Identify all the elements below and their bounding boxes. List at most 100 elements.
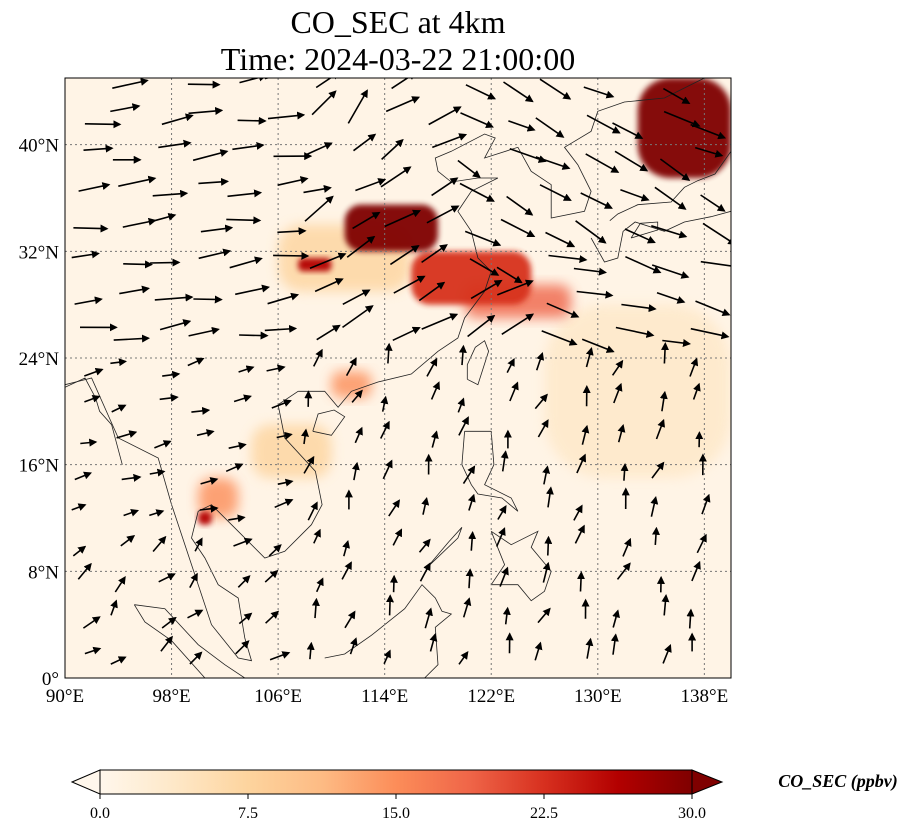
wind-arrow — [154, 293, 194, 302]
longitude-ticks: 90°E 98°E 106°E 114°E 122°E 130°E 138°E — [46, 686, 728, 707]
concentration-plume — [331, 371, 372, 398]
wind-arrow — [624, 228, 656, 244]
longitude-tick-label: 130°E — [574, 686, 622, 707]
wind-arrow — [615, 42, 631, 76]
wind-arrow — [352, 211, 381, 230]
wind-arrow — [82, 45, 99, 75]
wind-arrow — [83, 144, 114, 153]
wind-arrow — [304, 195, 334, 222]
wind-arrow — [458, 650, 469, 665]
wind-arrow — [380, 395, 389, 412]
wind-arrow — [306, 142, 333, 156]
wind-arrow — [315, 577, 324, 593]
wind-arrow — [154, 440, 172, 449]
wind-arrow — [226, 216, 262, 225]
wind-arrow — [655, 418, 665, 440]
wind-arrow — [496, 266, 523, 284]
wind-arrow — [276, 431, 293, 440]
wind-arrow — [159, 393, 179, 402]
wind-arrow — [696, 533, 707, 554]
wind-arrow — [110, 656, 127, 665]
wind-arrow — [499, 566, 509, 587]
wind-arrow — [351, 461, 360, 481]
wind-arrow — [610, 633, 619, 655]
colorbar-tick-label: 15.0 — [382, 805, 410, 822]
wind-arrow — [692, 382, 701, 400]
wind-arrow — [277, 478, 294, 487]
longitude-tick-label: 138°E — [681, 686, 729, 707]
wind-arrow — [277, 176, 309, 186]
wind-arrow — [537, 607, 551, 624]
longitude-tick-label: 114°E — [361, 686, 408, 707]
wind-arrow — [663, 110, 701, 128]
wind-arrow — [353, 133, 377, 152]
wind-arrow — [158, 139, 192, 149]
wind-arrow — [313, 528, 321, 544]
wind-arrow — [539, 184, 572, 201]
wind-arrow — [424, 607, 433, 629]
concentration-plume — [411, 251, 532, 305]
wind-arrow — [621, 303, 657, 313]
concentration-plume — [298, 258, 332, 272]
colorbar: 0.0 7.5 15.0 22.5 30.0 CO_SEC (ppbv) — [70, 769, 898, 822]
wind-arrow — [617, 424, 626, 443]
wind-arrow — [508, 120, 536, 132]
wind-arrow — [159, 319, 192, 331]
wind-arrow — [393, 275, 426, 294]
wind-arrow — [73, 224, 109, 233]
coastline — [630, 221, 659, 239]
wind-arrow — [187, 80, 221, 89]
coastline — [312, 409, 346, 436]
wind-arrow — [71, 503, 87, 511]
wind-arrow — [80, 438, 98, 447]
wind-arrow — [162, 370, 181, 379]
wind-arrow — [342, 539, 350, 557]
concentration-plume — [637, 78, 731, 178]
wind-arrow — [419, 562, 431, 582]
wind-arrow — [198, 248, 232, 260]
wind-arrow — [228, 514, 246, 523]
latitude-ticks: 0° 8°N 16°N 24°N 32°N 40°N — [19, 136, 60, 690]
wind-arrow — [198, 177, 229, 186]
wind-arrow — [110, 103, 141, 113]
wind-arrow — [384, 209, 421, 228]
wind-arrow — [585, 153, 620, 173]
wind-arrow — [700, 194, 726, 212]
wind-arrow — [625, 255, 662, 274]
wind-arrow — [77, 562, 92, 580]
concentration-plume — [198, 511, 212, 525]
wind-arrow — [534, 393, 548, 410]
wind-arrow — [465, 84, 497, 100]
wind-arrow — [620, 463, 629, 481]
wind-arrow — [620, 189, 650, 202]
coastline — [590, 210, 731, 263]
wind-arrow — [659, 390, 668, 412]
wind-arrow — [149, 468, 166, 477]
wind-arrow — [421, 313, 459, 330]
wind-arrow — [301, 428, 309, 445]
wind-arrow — [228, 442, 247, 450]
wind-arrow — [611, 359, 624, 376]
coastline — [466, 340, 490, 386]
wind-arrow — [188, 106, 224, 115]
wind-arrow — [355, 178, 387, 192]
wind-arrow — [686, 608, 695, 629]
wind-arrow — [71, 250, 100, 259]
wind-arrow — [303, 184, 332, 194]
wind-arrow — [545, 486, 554, 508]
map-plot-area — [64, 42, 732, 679]
wind-arrow — [464, 230, 502, 247]
wind-arrow — [388, 499, 400, 517]
wind-arrow — [542, 465, 551, 485]
wind-arrow — [497, 505, 507, 520]
wind-arrow — [662, 644, 672, 664]
wind-arrow — [347, 89, 368, 124]
wind-arrow — [268, 544, 282, 557]
wind-arrow — [111, 404, 127, 413]
wind-arrow — [616, 562, 631, 580]
wind-arrow — [391, 78, 417, 90]
wind-arrow — [187, 609, 204, 619]
wind-arrow — [695, 300, 731, 316]
wind-arrow — [586, 114, 621, 134]
wind-arrow — [656, 291, 686, 304]
